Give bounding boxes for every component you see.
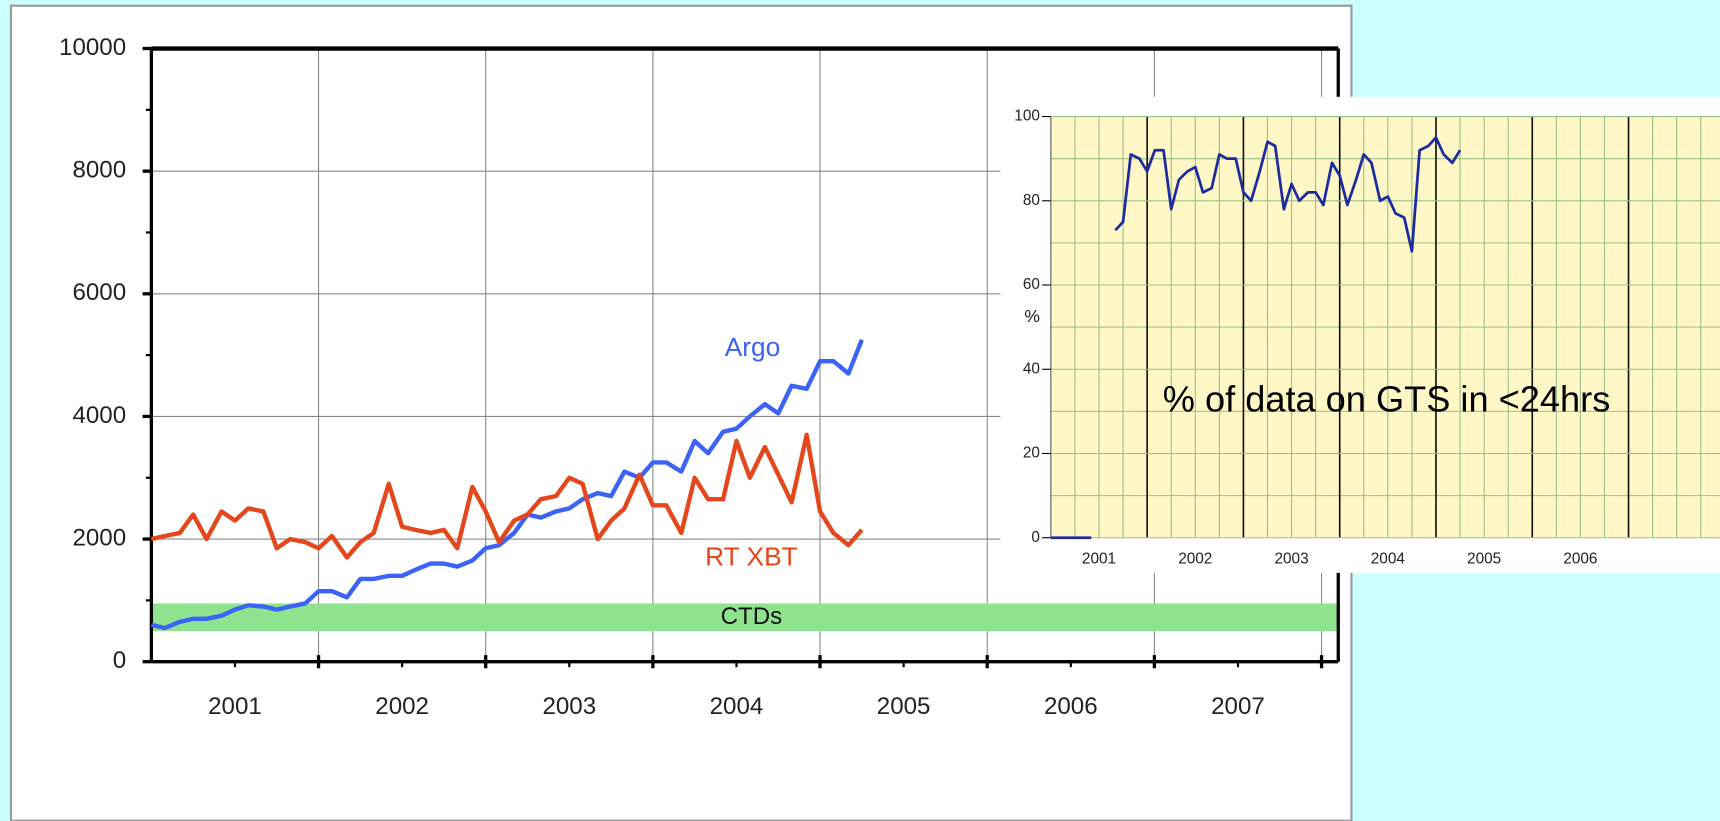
x-tick-label: 2006 — [1044, 693, 1098, 720]
y-tick-label: 20 — [1023, 445, 1040, 462]
y-tick-label: 2000 — [72, 524, 126, 551]
x-tick-label: 2002 — [1178, 551, 1212, 568]
x-tick-label: 2001 — [208, 693, 262, 720]
x-tick-label: 2004 — [710, 693, 764, 720]
x-tick-label: 2001 — [1082, 551, 1116, 568]
line — [150, 338, 864, 631]
x-tick-label: 2005 — [1467, 551, 1501, 568]
x-tick-label: 2003 — [1274, 551, 1308, 568]
x-tick-label: 2007 — [1211, 693, 1265, 720]
y-tick-label: 0 — [113, 647, 126, 674]
inset-chart: 0 20 40 60 80 100 2001 2002 2003 2004 2005 2006% % o… — [1014, 108, 1720, 568]
series-label: Argo — [725, 332, 781, 362]
x-tick-label: 2002 — [375, 693, 429, 720]
x-tick-label: 2003 — [542, 693, 596, 720]
series-label: RT XBT — [705, 542, 798, 572]
y-tick-label: 100 — [1014, 108, 1040, 125]
band-label: CTDs — [721, 603, 783, 630]
line — [1050, 136, 1462, 540]
x-tick-label: 2006 — [1563, 551, 1597, 568]
y-tick-label: 80 — [1023, 192, 1040, 209]
band — [151, 603, 1339, 632]
y-axis-label: % — [1024, 306, 1040, 326]
y-tick-label: 6000 — [72, 279, 126, 306]
annotation: % of data on GTS in <24hrs — [1163, 378, 1611, 419]
line — [150, 432, 864, 560]
y-tick-label: 8000 — [72, 157, 126, 184]
y-tick-label: 60 — [1023, 276, 1040, 293]
x-tick-label: 2004 — [1371, 551, 1406, 568]
y-tick-label: 40 — [1023, 360, 1040, 377]
y-tick-label: 0 — [1031, 529, 1040, 546]
x-tick-label: 2005 — [877, 693, 931, 720]
y-tick-label: 4000 — [72, 402, 126, 429]
y-tick-label: 10000 — [59, 34, 126, 61]
